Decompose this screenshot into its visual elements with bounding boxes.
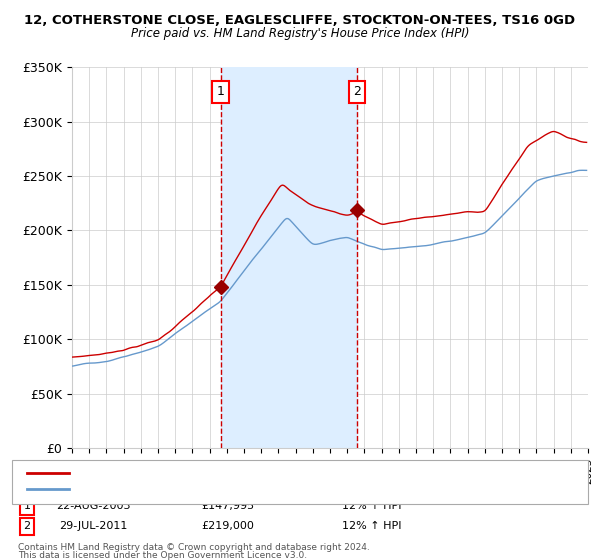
Text: Contains HM Land Registry data © Crown copyright and database right 2024.: Contains HM Land Registry data © Crown c… [18, 543, 370, 552]
Text: 2: 2 [23, 521, 31, 531]
Text: £219,000: £219,000 [202, 521, 254, 531]
Text: 22-AUG-2003: 22-AUG-2003 [56, 501, 130, 511]
Text: £147,995: £147,995 [202, 501, 254, 511]
Text: 12, COTHERSTONE CLOSE, EAGLESCLIFFE, STOCKTON-ON-TEES, TS16 0GD: 12, COTHERSTONE CLOSE, EAGLESCLIFFE, STO… [25, 14, 575, 27]
Text: 1: 1 [217, 86, 224, 99]
Text: HPI: Average price, detached house, Stockton-on-Tees: HPI: Average price, detached house, Stoc… [78, 484, 341, 494]
Text: This data is licensed under the Open Government Licence v3.0.: This data is licensed under the Open Gov… [18, 551, 307, 560]
Text: 29-JUL-2011: 29-JUL-2011 [59, 521, 127, 531]
Text: 12% ↑ HPI: 12% ↑ HPI [342, 521, 402, 531]
Text: Price paid vs. HM Land Registry's House Price Index (HPI): Price paid vs. HM Land Registry's House … [131, 27, 469, 40]
Text: 1: 1 [23, 501, 31, 511]
Text: 12, COTHERSTONE CLOSE, EAGLESCLIFFE, STOCKTON-ON-TEES, TS16 0GD (detached ho: 12, COTHERSTONE CLOSE, EAGLESCLIFFE, STO… [78, 468, 509, 478]
Text: 2: 2 [353, 86, 361, 99]
Bar [221, 67, 357, 448]
Text: 12% ↑ HPI: 12% ↑ HPI [342, 501, 402, 511]
